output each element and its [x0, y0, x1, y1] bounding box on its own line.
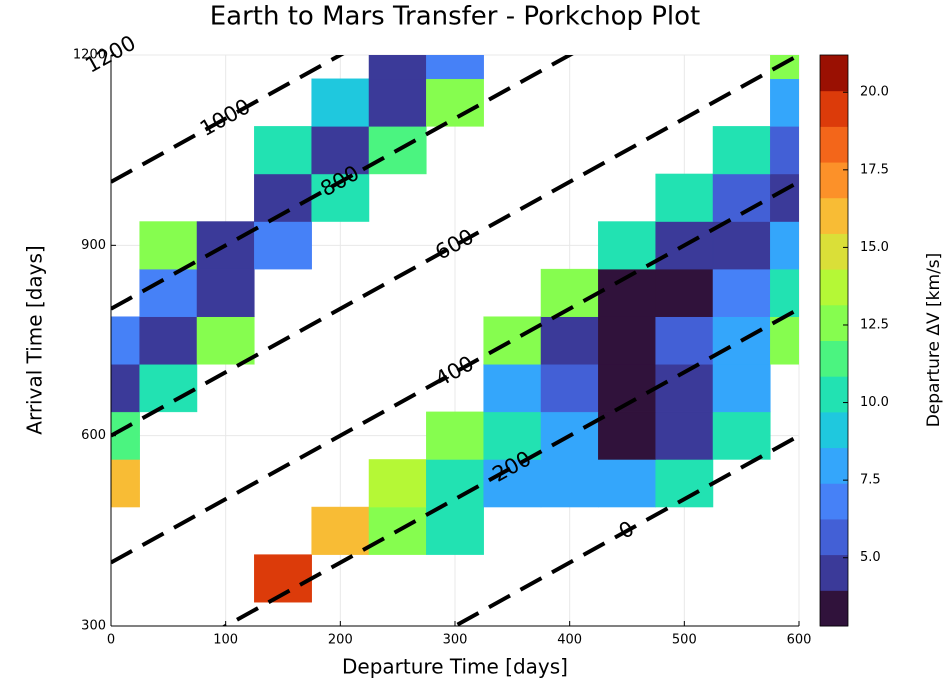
colorbar-tick-label: 10.0: [860, 395, 889, 410]
colorbar-band: [820, 126, 848, 163]
tof-lines: [111, 55, 799, 626]
x-tick-label: 200: [328, 633, 353, 648]
contour-cell: [712, 268, 771, 317]
contour-cell: [196, 268, 255, 317]
contour-cell: [712, 364, 771, 413]
contour-cell: [540, 459, 599, 508]
colorbar-band: [820, 162, 848, 199]
colorbar-tick-label: 20.0: [860, 85, 889, 100]
colorbar-band: [820, 554, 848, 591]
contour-cell: [196, 316, 255, 365]
contour-cell: [598, 316, 656, 365]
contour-fill: [111, 55, 799, 603]
x-tick-label: 600: [787, 633, 812, 648]
contour-cell: [770, 316, 799, 365]
x-tick-label: 100: [213, 633, 238, 648]
contour-cell: [483, 316, 542, 365]
contour-cell: [598, 459, 656, 508]
y-tick-label: 1200: [73, 48, 106, 63]
colorbar-tick-label: 17.5: [860, 162, 889, 177]
contour-cell: [712, 126, 771, 175]
contour-cell: [311, 78, 370, 127]
colorbar-band: [820, 304, 848, 341]
contour-cell: [655, 173, 714, 222]
contour-cell: [426, 459, 484, 508]
tof-line: [111, 55, 345, 184]
colorbar-tick-label: 7.5: [860, 473, 881, 488]
x-tick-label: 0: [107, 633, 115, 648]
contour-cell: [368, 459, 427, 508]
contour-cell: [254, 221, 312, 270]
contour-cell: [368, 55, 427, 80]
contour-cell: [426, 78, 484, 127]
colorbar-band: [820, 269, 848, 306]
colorbar-band: [820, 590, 848, 627]
contour-cell: [368, 126, 427, 175]
contour-cell: [426, 55, 484, 80]
axes: 0 100 200 300 400 500 600 300 600 900 1200: [73, 48, 812, 648]
contour-cell: [139, 316, 198, 365]
colorbar-band: [820, 340, 848, 377]
tof-line: [111, 55, 799, 438]
contour-cell: [368, 78, 427, 127]
y-tick-label: 900: [81, 238, 106, 253]
contour-cell: [540, 316, 599, 365]
colorbar-band: [820, 376, 848, 413]
contour-cell: [655, 316, 714, 365]
contour-cell: [139, 268, 198, 317]
colorbar-band: [820, 483, 848, 520]
colorbar-label: Departure ΔV [km/s]: [924, 253, 944, 428]
colorbar-band: [820, 55, 848, 92]
colorbar-band: [820, 90, 848, 127]
x-axis-label: Departure Time [days]: [342, 655, 568, 679]
contour-cell: [254, 126, 312, 175]
colorbar-tick-label: 12.5: [860, 317, 889, 332]
colorbar-band: [820, 411, 848, 449]
y-tick-label: 600: [81, 428, 106, 443]
colorbar-frame: [819, 54, 849, 627]
contour-cell: [712, 411, 771, 460]
contour-cell: [426, 506, 484, 555]
colorbar-tick-label: 15.0: [860, 240, 889, 255]
y-axis-label: Arrival Time [days]: [23, 245, 47, 434]
contour-cell: [311, 506, 370, 555]
contour-cell: [770, 78, 799, 127]
contour-cell: [139, 221, 198, 270]
x-tick-label: 500: [672, 633, 697, 648]
x-tick-label: 400: [557, 633, 582, 648]
contour-cell: [483, 364, 542, 413]
colorbar-band: [820, 447, 848, 484]
contour-cell: [598, 221, 656, 270]
contour-cell: [540, 364, 599, 413]
tof-line-label: 0: [615, 516, 638, 543]
chart-title: Earth to Mars Transfer - Porkchop Plot: [210, 2, 701, 32]
tof-line: [221, 307, 799, 626]
colorbar-band: [820, 233, 848, 270]
colorbar-band: [820, 197, 848, 234]
contour-cell: [655, 268, 714, 317]
contour-cell: [426, 411, 484, 460]
colorbar-band: [820, 518, 848, 556]
colorbar: 5.0 7.5 10.0 12.5 15.0 17.5 20.0: [819, 54, 889, 627]
contour-cell: [139, 364, 198, 413]
contour-cell: [111, 316, 140, 365]
contour-cell: [712, 221, 771, 270]
tof-line: [450, 433, 799, 626]
y-tick-label: 300: [81, 619, 106, 634]
tof-line: [111, 55, 574, 311]
contour-cell: [655, 411, 714, 460]
contour-cell: [770, 173, 799, 222]
colorbar-tick-label: 5.0: [860, 550, 881, 565]
contour-cell: [770, 126, 799, 175]
x-tick-label: 300: [443, 633, 468, 648]
contour-cell: [770, 221, 799, 270]
tof-line: [111, 180, 799, 565]
contour-cell: [770, 268, 799, 317]
contour-cell: [598, 411, 656, 460]
contour-cell: [111, 459, 140, 508]
